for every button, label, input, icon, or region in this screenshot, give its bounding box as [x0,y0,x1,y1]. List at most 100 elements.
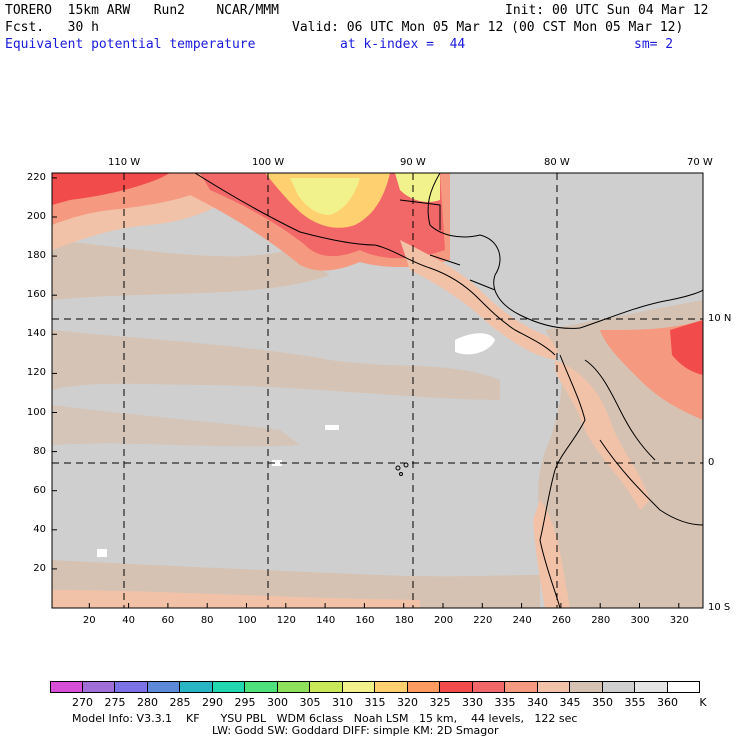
x-tick-label: 220 [473,615,493,626]
colorbar-swatch [440,681,473,693]
galapagos-island-3 [399,472,403,476]
colorbar-unit: K [699,696,707,709]
colorbar-swatch [505,681,538,693]
red-region-nw [52,173,170,205]
y-tick-label: 160 [26,289,46,301]
white-patch-4 [272,460,282,466]
x-tick-label: 240 [512,615,532,626]
map-field [52,173,703,608]
y-tick-label: 200 [26,211,46,222]
lat-label-10n: 10 N [708,313,732,324]
colorbar-tick-label: 320 [397,696,418,709]
x-tick-label: 200 [434,615,454,626]
yellow-core-mexico [290,178,360,215]
x-tick-label: 160 [355,615,375,626]
colorbar-swatch [635,681,668,693]
colorbar-tick-label: 300 [267,696,288,709]
colorbar-tick-label: 340 [527,696,548,709]
y-tick-label: 100 [26,406,46,418]
x-axis-ticks [88,603,680,608]
y-tick-label: 60 [33,484,46,496]
y-tick-label: 40 [33,523,46,535]
colorbar-swatch [537,681,570,693]
tan-band-north [52,240,330,300]
colorbar-tick-label: 270 [72,696,93,709]
x-tick-label: 20 [82,615,96,626]
colorbar-tick-label: 285 [169,696,191,709]
lon-label-100w: 100 W [252,157,285,168]
colorbar-tick-label: 335 [494,696,516,709]
y-tick-label: 180 [26,250,46,262]
footer-model-info: Model Info: V3.3.1 KF YSU PBL WDM 6class… [72,712,578,725]
tan-band-lower [52,405,300,447]
colorbar-tick-label: 360 [657,696,678,709]
colorbar-tick-label: 280 [137,696,158,709]
yellow-core-gulf [395,173,440,202]
header-init-time: Init: 00 UTC Sun 04 Mar 12 [505,3,709,18]
colorbar-tick-label: 305 [299,696,321,709]
header-valid-time: Valid: 06 UTC Mon 05 Mar 12 (00 CST Mon … [292,20,684,35]
colorbar-tick-label: 355 [624,696,646,709]
header-model-title: TORERO 15km ARW Run2 NCAR/MMM [5,3,279,18]
colorbar-swatch [375,681,408,693]
colorbar-swatch [180,681,213,693]
x-tick-label: 40 [122,615,135,626]
colorbar-tick-label: 275 [104,696,126,709]
header-field-name: Equivalent potential temperature [5,37,256,52]
colorbar-swatch [115,681,148,693]
y-tick-label: 220 [26,171,46,183]
lon-label-110w: 110 W [108,157,141,168]
x-tick-label: 180 [394,615,414,626]
colorbar-swatch [472,681,505,693]
graticule [52,173,703,608]
header-forecast-hour: Fcst. 30 h [5,20,99,35]
colorbar-swatch [245,681,278,693]
x-tick-label: 320 [669,615,689,626]
footer-physics-info: LW: Godd SW: Goddard DIFF: simple KM: 2D… [212,724,499,737]
colorbar-swatch [82,681,115,693]
x-tick-label: 60 [161,615,175,626]
x-tick-label: 100 [237,615,257,626]
red-venezuela [670,320,703,375]
colorbar-tick-label: 350 [592,696,613,709]
colorbar-tick-label: 325 [429,696,451,709]
white-patch-2 [97,549,107,557]
colorbar-tick-label: 310 [332,696,353,709]
header-smoothing: sm= 2 [634,37,674,52]
colorbar-swatch [310,681,343,693]
x-tick-label: 140 [316,615,336,626]
y-tick-label: 120 [26,367,46,379]
lon-label-80w: 80 W [544,157,570,168]
colorbar-tick-label: 295 [234,696,256,709]
peach-peru-coast [533,500,570,608]
x-tick-label: 260 [551,615,571,626]
lat-label-0: 0 [708,457,715,468]
colorbar-swatch [147,681,180,693]
lon-label-90w: 90 W [400,157,426,168]
coastline-north-south-america [579,289,703,329]
x-tick-label: 80 [200,615,214,626]
colorbar-swatch [667,681,700,693]
tan-band-mid [52,330,500,400]
coastline-caribbean [427,173,581,329]
coastline-south-america-pacific [539,354,586,608]
y-tick-label: 140 [26,328,46,340]
colorbar-swatch [570,681,603,693]
x-tick-label: 280 [591,615,611,626]
colorbar-swatch [602,681,635,693]
colorbar-tick-label: 345 [559,696,581,709]
colorbar-swatch [212,681,245,693]
plot-frame [51,172,704,609]
y-axis-ticks [52,177,57,570]
peach-andes-north [555,360,650,510]
y-tick-label: 80 [33,445,46,457]
colorbar-swatch [277,681,310,693]
colorbar-swatch [407,681,440,693]
country-borders-south-america [584,359,703,526]
lat-label-10s: 10 S [708,602,731,613]
white-patch-1 [455,333,495,355]
colorbar-swatch [342,681,375,693]
peach-band-south [52,590,420,608]
colorbar-tick-label: 315 [364,696,386,709]
colorbar-tick-label: 330 [462,696,483,709]
